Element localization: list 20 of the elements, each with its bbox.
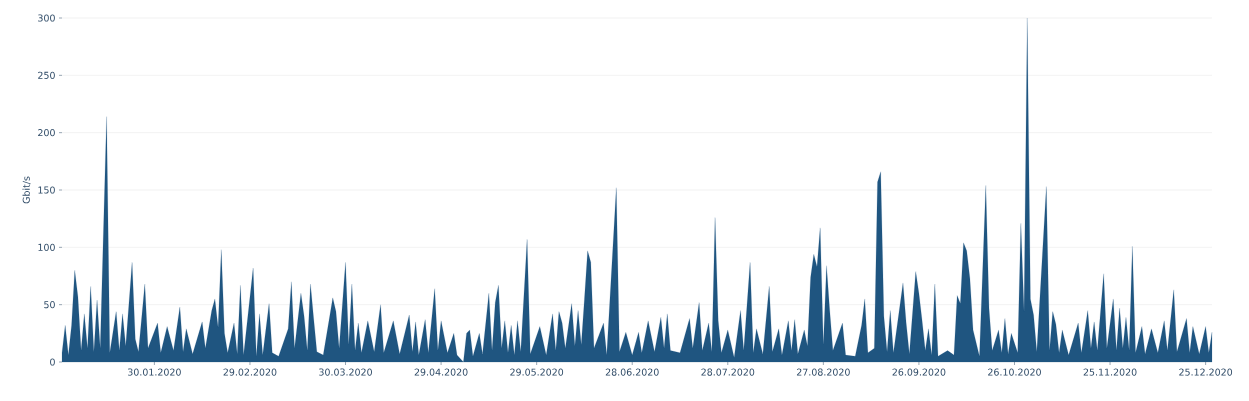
y-axis-title: Gbit/s — [22, 176, 31, 204]
x-tick-label: 29.04.2020 — [414, 368, 468, 376]
y-tick-label: 300 — [38, 14, 55, 22]
y-tick-label: 50 — [44, 301, 55, 309]
y-tick-label: 0 — [50, 358, 55, 366]
x-tick-label: 27.08.2020 — [796, 368, 850, 376]
x-tick-label: 25.11.2020 — [1083, 368, 1137, 376]
x-tick-label: 30.01.2020 — [128, 368, 181, 376]
x-tick-label: 28.07.2020 — [701, 368, 755, 376]
y-tick-label: 100 — [38, 243, 55, 251]
x-tick-label: 26.09.2020 — [892, 368, 946, 376]
x-tick-label: 30.03.2020 — [319, 368, 372, 376]
x-tick-label: 28.06.2020 — [605, 368, 659, 376]
x-tick-label: 25.12.2020 — [1179, 368, 1233, 376]
x-tick-label: 29.02.2020 — [223, 368, 277, 376]
y-tick-label: 200 — [38, 129, 55, 137]
y-tick-label: 250 — [38, 71, 55, 79]
x-tick-label: 29.05.2020 — [510, 368, 564, 376]
x-tick-label: 26.10.2020 — [988, 368, 1041, 376]
y-tick-label: 150 — [38, 186, 55, 194]
